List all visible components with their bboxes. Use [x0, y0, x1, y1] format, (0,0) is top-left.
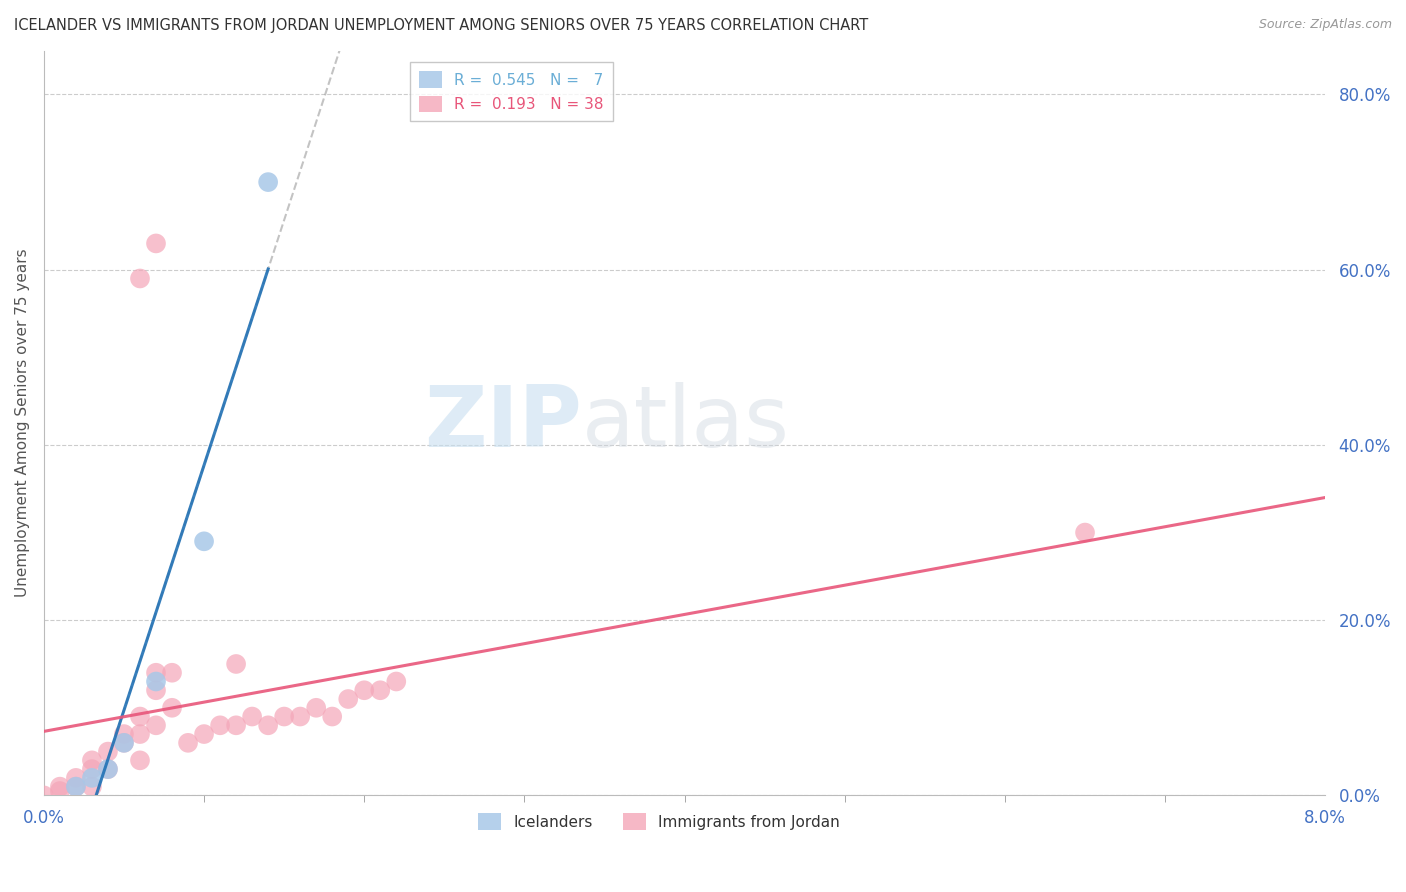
- Point: [129, 709, 152, 723]
- Legend: Icelanders, Immigrants from Jordan: Icelanders, Immigrants from Jordan: [472, 807, 846, 836]
- Point: [112, 727, 135, 741]
- Point: [80, 780, 103, 794]
- Point: [145, 674, 167, 689]
- Point: [368, 683, 391, 698]
- Point: [129, 271, 152, 285]
- Point: [32, 789, 55, 803]
- Point: [112, 736, 135, 750]
- Text: ICELANDER VS IMMIGRANTS FROM JORDAN UNEMPLOYMENT AMONG SENIORS OVER 75 YEARS COR: ICELANDER VS IMMIGRANTS FROM JORDAN UNEM…: [14, 18, 869, 33]
- Point: [225, 718, 247, 732]
- Point: [193, 534, 215, 549]
- Point: [240, 709, 263, 723]
- Point: [193, 727, 215, 741]
- Point: [112, 736, 135, 750]
- Point: [145, 718, 167, 732]
- Point: [257, 175, 280, 189]
- Point: [305, 700, 328, 714]
- Point: [49, 784, 72, 798]
- Point: [80, 762, 103, 776]
- Point: [97, 762, 120, 776]
- Text: atlas: atlas: [582, 382, 790, 465]
- Text: Source: ZipAtlas.com: Source: ZipAtlas.com: [1258, 18, 1392, 31]
- Point: [145, 683, 167, 698]
- Y-axis label: Unemployment Among Seniors over 75 years: Unemployment Among Seniors over 75 years: [15, 249, 30, 598]
- Point: [209, 718, 232, 732]
- Point: [321, 709, 343, 723]
- Point: [129, 727, 152, 741]
- Point: [80, 753, 103, 767]
- Point: [145, 665, 167, 680]
- Point: [385, 674, 408, 689]
- Point: [160, 700, 183, 714]
- Text: ZIP: ZIP: [425, 382, 582, 465]
- Point: [65, 771, 87, 785]
- Point: [257, 718, 280, 732]
- Point: [225, 657, 247, 671]
- Point: [177, 736, 200, 750]
- Point: [145, 236, 167, 251]
- Point: [160, 665, 183, 680]
- Point: [97, 745, 120, 759]
- Point: [97, 762, 120, 776]
- Point: [65, 780, 87, 794]
- Point: [1074, 525, 1097, 540]
- Point: [337, 692, 360, 706]
- Point: [129, 753, 152, 767]
- Point: [288, 709, 311, 723]
- Point: [273, 709, 295, 723]
- Point: [353, 683, 375, 698]
- Point: [80, 771, 103, 785]
- Point: [65, 780, 87, 794]
- Point: [49, 780, 72, 794]
